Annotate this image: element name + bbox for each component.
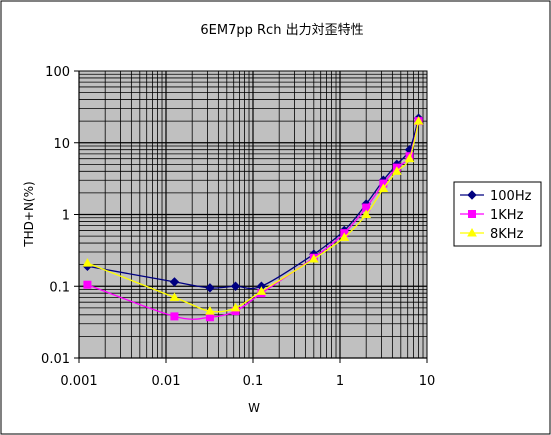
y-axis-label: THD+N(%) xyxy=(22,181,36,247)
data-point xyxy=(169,292,180,301)
legend-label: 8KHz xyxy=(490,227,524,242)
legend-item-100hz: 100Hz xyxy=(460,189,532,204)
x-tick-label: 0.001 xyxy=(60,374,97,389)
data-point xyxy=(169,277,180,287)
x-tick-labels: 0.001 0.01 0.1 1 10 xyxy=(60,358,435,389)
legend: 100Hz 1KHz 8KHz xyxy=(453,181,542,247)
legend-marker xyxy=(468,210,476,218)
data-point xyxy=(391,166,402,175)
data-point xyxy=(205,306,215,315)
data-point xyxy=(82,258,93,267)
data-point xyxy=(378,183,389,193)
y-tick-label: 0.01 xyxy=(41,352,70,367)
data-point xyxy=(205,313,214,322)
legend-marker xyxy=(467,190,477,200)
data-point xyxy=(230,302,241,312)
data-point xyxy=(205,283,215,293)
data-point xyxy=(339,232,350,241)
legend-item-8khz: 8KHz xyxy=(460,227,524,242)
data-point xyxy=(170,312,179,321)
data-point xyxy=(361,209,372,218)
x-axis-label: W xyxy=(248,401,260,415)
y-tick-label: 10 xyxy=(53,137,70,152)
x-tick-label: 1 xyxy=(336,374,344,389)
data-point xyxy=(230,281,241,291)
y-tick-labels: 0.01 0.1 1 10 100 xyxy=(41,65,79,367)
legend-marker xyxy=(467,227,477,237)
y-tick-label: 1 xyxy=(62,209,70,224)
x-tick-label: 0.01 xyxy=(152,374,181,389)
chart-title: 6EM7pp Rch 出力対歪特性 xyxy=(200,23,363,38)
y-tick-label: 0.1 xyxy=(49,280,70,295)
series-8khz xyxy=(82,116,424,315)
grid-lines xyxy=(78,71,427,359)
y-tick-label: 100 xyxy=(45,65,70,80)
data-point xyxy=(404,153,415,163)
legend-label: 1KHz xyxy=(490,208,524,223)
series-layer xyxy=(82,113,424,322)
legend-item-1khz: 1KHz xyxy=(460,208,524,223)
x-tick-label: 0.1 xyxy=(243,374,264,389)
x-tick-label: 10 xyxy=(419,374,436,389)
data-point xyxy=(83,280,92,289)
legend-label: 100Hz xyxy=(490,189,532,204)
data-point xyxy=(256,286,267,295)
data-point xyxy=(308,253,319,263)
data-point xyxy=(413,116,424,125)
